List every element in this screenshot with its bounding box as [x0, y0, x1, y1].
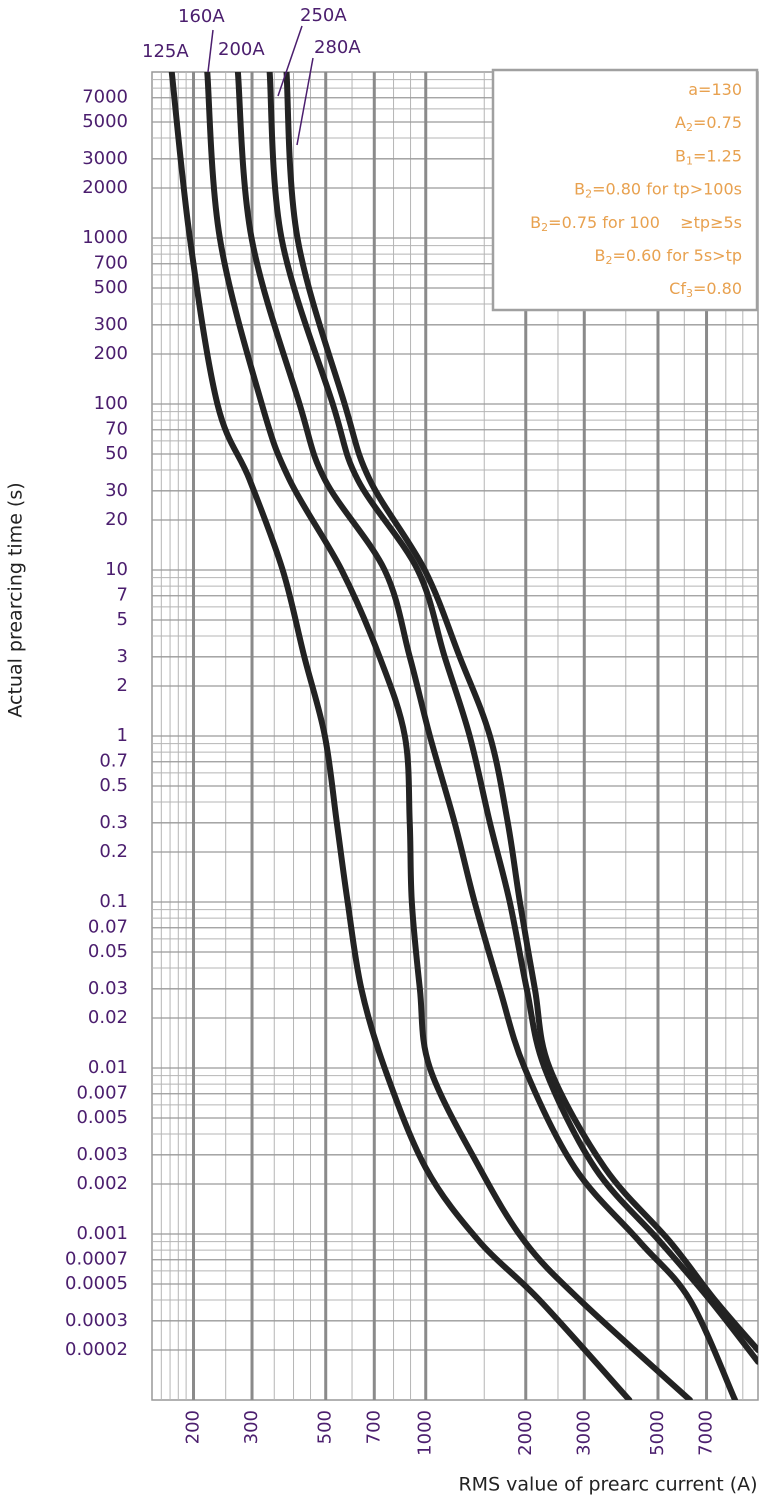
y-tick-label: 2: [117, 675, 128, 696]
y-tick-label: 0.3: [99, 812, 128, 833]
y-tick-label: 0.002: [76, 1173, 128, 1194]
parameter-text: A2=0.75: [675, 113, 742, 135]
y-tick-label: 0.005: [76, 1107, 128, 1128]
y-tick-label: 0.001: [76, 1223, 128, 1244]
parameter-base: B: [530, 212, 541, 231]
parameter-text: B2=0.80 for tp>100s: [574, 179, 742, 201]
x-tick-label: 200: [183, 1410, 204, 1444]
parameter-text: B2=0.60 for 5s>tp: [594, 246, 742, 268]
fuse-curve: [283, 72, 758, 1354]
y-tick-label: 20: [105, 509, 128, 530]
y-tick-label: 7000: [82, 87, 128, 108]
parameter-text: Cf3=0.80: [669, 279, 742, 301]
y-tick-label: 0.0005: [65, 1273, 128, 1294]
parameter-subscript: 2: [605, 254, 612, 267]
y-tick-label: 0.02: [88, 1007, 128, 1028]
y-tick-label: 5: [117, 609, 128, 630]
parameter-subscript: 2: [541, 221, 548, 234]
y-tick-label: 0.5: [99, 775, 128, 796]
y-tick-label: 70: [105, 419, 128, 440]
leader-line: [296, 57, 314, 146]
y-tick-label: 0.03: [88, 978, 128, 999]
parameter-subscript: 3: [686, 287, 693, 300]
parameter-box: [491, 68, 759, 312]
y-tick-label: 2000: [82, 177, 128, 198]
fuse-curve: [234, 72, 739, 1400]
x-tick-label: 700: [363, 1410, 384, 1444]
x-tick-label: 1000: [415, 1410, 436, 1456]
y-tick-label: 500: [94, 277, 128, 298]
y-tick-label: 1: [117, 725, 128, 746]
y-tick-label: 10: [105, 559, 128, 580]
x-tick-label: 2000: [515, 1410, 536, 1456]
y-tick-label: 300: [94, 314, 128, 335]
y-tick-label: 100: [94, 393, 128, 414]
parameter-subscript: 2: [585, 188, 592, 201]
series-label: 250A: [300, 5, 347, 26]
parameter-rest: =0.60 for 5s>tp: [612, 246, 742, 265]
y-tick-label: 50: [105, 443, 128, 464]
y-tick-label: 200: [94, 343, 128, 364]
parameter-base: a=130: [688, 80, 742, 99]
y-tick-label: 0.0002: [65, 1339, 128, 1360]
parameter-rest: =0.75 for 100 ≥tp≥5s: [548, 212, 742, 231]
y-tick-label: 0.1: [99, 891, 128, 912]
parameter-base: Cf: [669, 279, 686, 298]
series-label: 200A: [218, 39, 265, 60]
parameter-base: B: [594, 246, 605, 265]
y-tick-label: 5000: [82, 111, 128, 132]
parameter-subscript: 1: [686, 154, 693, 167]
y-tick-label: 0.07: [88, 917, 128, 938]
fuse-curve: [266, 72, 758, 1365]
y-tick-label: 0.0003: [65, 1310, 128, 1331]
parameter-subscript: 2: [686, 121, 693, 134]
parameter-text: a=130: [688, 80, 742, 99]
y-tick-label: 1000: [82, 227, 128, 248]
series-label: 125A: [142, 41, 189, 62]
y-tick-label: 700: [94, 253, 128, 274]
y-tick-label: 0.2: [99, 841, 128, 862]
curves: [168, 72, 758, 1400]
y-tick-label: 0.007: [76, 1083, 128, 1104]
parameter-rest: =0.75: [693, 113, 742, 132]
y-tick-label: 0.003: [76, 1144, 128, 1165]
y-tick-label: 3000: [82, 148, 128, 169]
labels: 0.0002 0.0003 0.0005 0.0007 0.001 0.002 0.003 0…: [65, 5, 759, 1456]
series-label: 280A: [314, 37, 361, 58]
fuse-curve: [168, 72, 633, 1400]
y-tick-label: 0.0007: [65, 1249, 128, 1270]
y-tick-label: 3: [117, 646, 128, 667]
x-tick-label: 5000: [647, 1410, 668, 1456]
x-tick-label: 500: [315, 1410, 336, 1444]
x-tick-label: 300: [241, 1410, 262, 1444]
parameter-base: A: [675, 113, 686, 132]
y-tick-label: 0.05: [88, 941, 128, 962]
leader-line: [207, 29, 214, 73]
series-label: 160A: [178, 6, 225, 27]
y-tick-label: 0.7: [99, 751, 128, 772]
y-axis-label: Actual prearcing time (s): [5, 482, 27, 717]
parameter-text: B1=1.25: [675, 146, 742, 168]
parameter-base: B: [574, 179, 585, 198]
parameter-base: B: [675, 146, 686, 165]
y-tick-label: 0.01: [88, 1057, 128, 1078]
parameter-rest: =1.25: [693, 146, 742, 165]
x-tick-label: 7000: [696, 1410, 717, 1456]
y-tick-label: 30: [105, 480, 128, 501]
y-tick-label: 7: [117, 585, 128, 606]
x-axis-label: RMS value of prearc current (A): [458, 1474, 757, 1496]
fuse-curve: [204, 72, 693, 1400]
parameter-rest: =0.80: [693, 279, 742, 298]
leader-line: [277, 25, 303, 97]
parameter-rest: =0.80 for tp>100s: [592, 179, 742, 198]
x-tick-label: 3000: [573, 1410, 594, 1456]
parameter-text: B2=0.75 for 100 ≥tp≥5s: [530, 212, 742, 234]
